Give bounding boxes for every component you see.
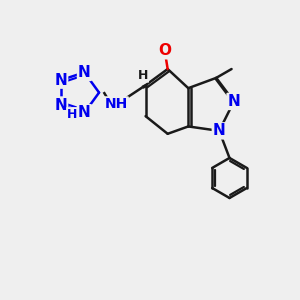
Text: N: N — [227, 94, 240, 109]
Text: O: O — [158, 43, 171, 58]
Text: H: H — [67, 108, 77, 121]
Text: N: N — [54, 73, 67, 88]
Text: N: N — [213, 123, 226, 138]
Text: N: N — [54, 98, 67, 112]
Text: N: N — [78, 65, 91, 80]
Text: NH: NH — [104, 98, 128, 111]
Text: N: N — [78, 105, 91, 120]
Text: H: H — [138, 69, 148, 82]
